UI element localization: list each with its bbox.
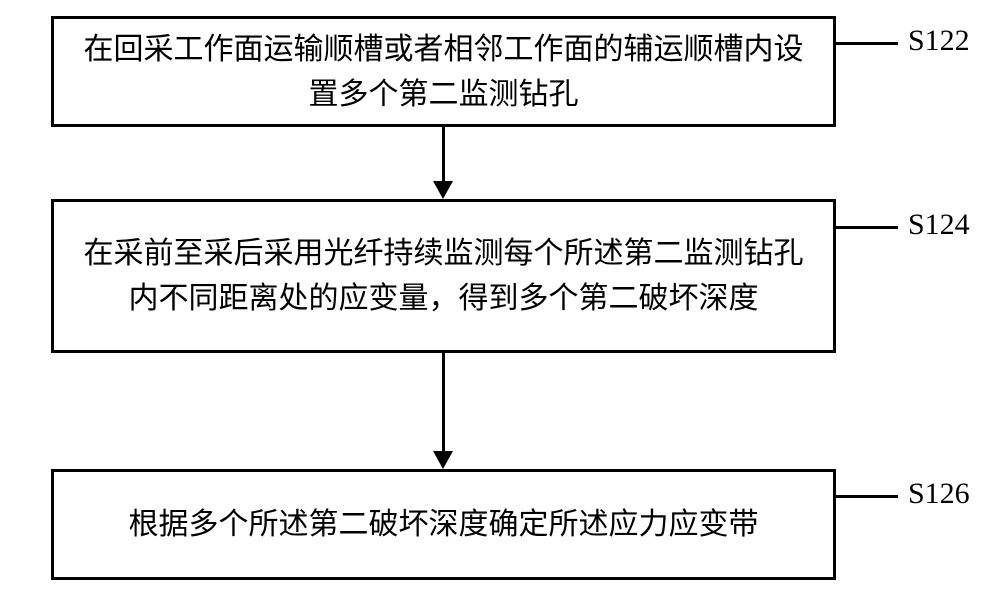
- flowchart-canvas: 在回采工作面运输顺槽或者相邻工作面的辅运顺槽内设置多个第二监测钻孔 S122 在…: [0, 0, 1000, 599]
- flow-step-3-label: S126: [908, 477, 970, 511]
- leader-1: [836, 42, 898, 45]
- flow-step-1-label: S122: [908, 24, 970, 58]
- flow-step-3: 根据多个所述第二破坏深度确定所述应力应变带: [51, 469, 836, 580]
- flow-step-2-text: 在采前至采后采用光纤持续监测每个所述第二监测钻孔内不同距离处的应变量，得到多个第…: [74, 231, 813, 321]
- flow-step-1-text: 在回采工作面运输顺槽或者相邻工作面的辅运顺槽内设置多个第二监测钻孔: [74, 27, 813, 117]
- flow-step-2: 在采前至采后采用光纤持续监测每个所述第二监测钻孔内不同距离处的应变量，得到多个第…: [51, 199, 836, 353]
- arrow-1-2-head: [433, 181, 453, 199]
- flow-step-3-text: 根据多个所述第二破坏深度确定所述应力应变带: [129, 502, 759, 547]
- flow-step-1: 在回采工作面运输顺槽或者相邻工作面的辅运顺槽内设置多个第二监测钻孔: [51, 16, 836, 127]
- leader-2: [836, 226, 898, 229]
- arrow-2-3-head: [433, 451, 453, 469]
- flow-step-2-label: S124: [908, 208, 970, 242]
- arrow-2-3-line: [442, 353, 445, 453]
- arrow-1-2-line: [442, 127, 445, 183]
- leader-3: [836, 495, 898, 498]
